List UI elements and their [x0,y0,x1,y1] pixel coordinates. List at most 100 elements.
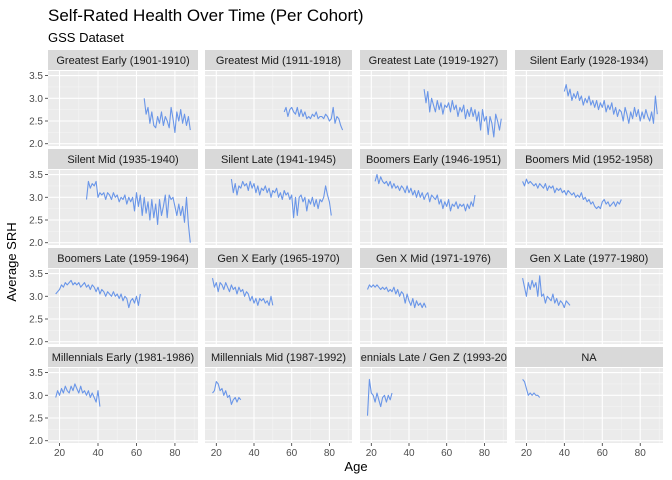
facet-strip [360,149,507,169]
facet-panel-background [515,71,663,146]
facet-panel: Silent Mid (1935-1940) 2.0 2.5 3.0 3.5 [29,149,198,249]
facet-panel-background [360,368,507,443]
x-tick-label: 80 [324,448,336,459]
srh-series-line [366,378,393,416]
facet-strip [360,50,507,70]
facet-panel-background [205,170,352,245]
x-tick-label: 60 [597,448,609,459]
x-tick-label: 40 [92,448,104,459]
facet-strip [48,50,198,70]
facet-strip [360,347,507,367]
chart-subtitle: GSS Dataset [48,30,124,45]
facet-strip-label: Greatest Mid (1911-1918) [216,55,341,67]
y-tick-label: 3.0 [29,94,43,105]
srh-series-line [366,284,427,309]
x-tick-label: 40 [559,448,571,459]
facet-strip-label: Boomers Late (1959-1964) [57,253,188,265]
x-tick-label: 80 [479,448,491,459]
srh-series-line [563,84,658,124]
x-tick-label: 60 [131,448,143,459]
facet-strip [205,347,352,367]
x-axis-title: Age [344,459,367,474]
facet-strip [360,248,507,268]
facet-panel-background [360,71,507,146]
y-tick-label: 3.5 [29,170,43,181]
facet-strip [205,149,352,169]
y-tick-label: 2.0 [29,337,43,348]
facet-panel: Greatest Late (1919-1927) [360,50,507,146]
facet-strip-label: Boomers Early (1946-1951) [366,154,501,166]
y-tick-label: 2.0 [29,238,43,249]
facet-strip-label: Greatest Early (1901-1910) [56,55,189,67]
facet-panel-background [48,170,198,245]
x-tick-label: 60 [286,448,298,459]
y-tick-label: 3.0 [29,193,43,204]
facet-panel: Boomers Early (1946-1951) [360,149,507,245]
facet-strip [515,347,663,367]
facet-strip-label: Gen X Mid (1971-1976) [376,253,491,265]
facet-panel-background [515,170,663,245]
facet-strip [205,50,352,70]
srh-series-line [522,275,571,309]
y-tick-label: 3.5 [29,368,43,379]
facet-panel-background [205,269,352,344]
x-tick-label: 60 [441,448,453,459]
y-tick-label: 3.0 [29,391,43,402]
srh-series-line [374,173,476,212]
facet-strip [48,248,198,268]
x-tick-label: 20 [366,448,378,459]
facet-strip-label: Silent Mid (1935-1940) [67,154,178,166]
facet-strip [515,149,663,169]
srh-series-line [85,180,191,243]
srh-series-line [522,379,541,398]
facet-grid: Greatest Early (1901-1910)2.02.53.03.5Gr… [29,50,663,459]
facet-panel-background [48,269,198,344]
facet-panel: Silent Early (1928-1934) [515,50,663,146]
facet-strip [48,347,198,367]
facet-strip [205,248,352,268]
y-tick-label: 3.0 [29,292,43,303]
srh-series-line [283,106,344,131]
facet-strip-label: NA [581,352,597,364]
chart-title: Self-Rated Health Over Time (Per Cohort) [48,6,364,25]
y-tick-label: 2.5 [29,117,43,128]
srh-series-line [212,381,242,405]
srh-series-line [211,277,274,306]
facet-panel: Millennials Mid (1987-1992) 20 40 60 80 [205,347,352,459]
x-tick-label: 20 [211,448,223,459]
facet-strip-label: Millennials Mid (1987-1992) [211,352,346,364]
facet-strip [515,248,663,268]
facet-strip [515,50,663,70]
facet-panel-background [360,269,507,344]
facet-panel: Boomers Late (1959-1964) 2.0 2.5 3.0 3.5 [29,248,198,348]
facet-strip-label: Silent Early (1928-1934) [530,55,649,67]
facet-panel: Gen X Mid (1971-1976) [360,248,507,344]
y-tick-label: 2.0 [29,139,43,150]
facet-strip-label: Millennials Early (1981-1986) [52,352,194,364]
facet-strip-label: Gen X Late (1977-1980) [530,253,649,265]
facet-strip-label: Silent Late (1941-1945) [221,154,336,166]
x-tick-label: 20 [54,448,66,459]
x-tick-label: 20 [521,448,533,459]
y-axis-title: Average SRH [4,222,19,301]
facet-strip-label: Millennials Late / Gen Z (1993-2004) [344,352,523,364]
facet-strip-label: Greatest Late (1919-1927) [369,55,499,67]
y-tick-label: 3.5 [29,71,43,82]
x-tick-label: 40 [248,448,260,459]
srh-series-line [55,279,141,309]
x-tick-label: 80 [169,448,181,459]
facet-panel: Greatest Mid (1911-1918) [205,50,352,146]
y-tick-label: 3.5 [29,269,43,280]
facet-panel-background [48,71,198,146]
facet-strip-label: Gen X Early (1965-1970) [217,253,339,265]
facet-panel: Gen X Early (1965-1970) [205,248,352,344]
facet-strip [48,149,198,169]
facet-panel-background [515,269,663,344]
x-tick-label: 40 [403,448,415,459]
facet-panel-background [205,71,352,146]
x-tick-label: 80 [635,448,647,459]
facet-panel: Greatest Early (1901-1910) 2.0 2.5 3.0 3.5 [29,50,198,150]
facet-panel-background [360,170,507,245]
y-tick-label: 2.0 [29,436,43,447]
